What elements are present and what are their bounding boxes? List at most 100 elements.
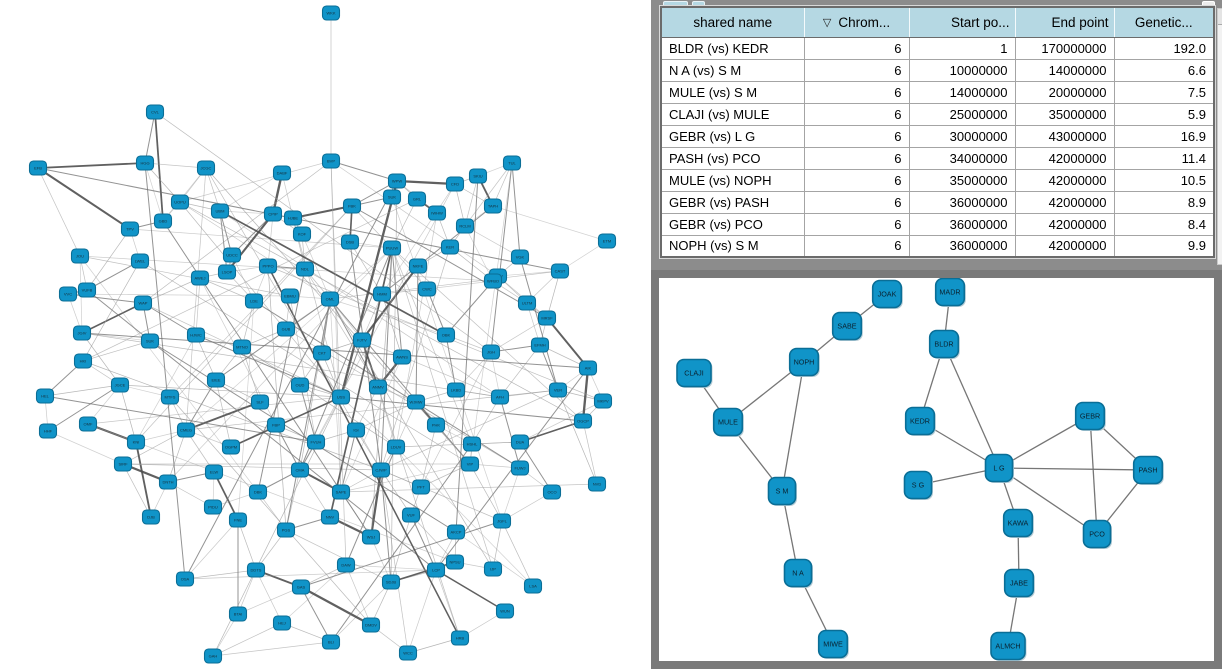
network-edge[interactable] [998, 467, 1098, 535]
network-edge[interactable] [340, 463, 471, 493]
cell-end-point[interactable]: 20000000 [1014, 80, 1115, 104]
network-edge[interactable] [185, 247, 393, 431]
network-edge[interactable] [391, 247, 473, 445]
network-node[interactable]: AWEJ [190, 270, 210, 286]
network-edge[interactable] [396, 179, 456, 186]
cell-start-position[interactable]: 36000000 [908, 234, 1016, 258]
cell-shared-name[interactable]: N A (vs) S M [660, 58, 805, 82]
network-edge[interactable] [445, 334, 457, 391]
network-edge[interactable] [420, 424, 437, 488]
cell-genetic[interactable]: 16.9 [1113, 124, 1215, 148]
network-node[interactable]: SIRF [113, 456, 133, 472]
network-edge[interactable] [81, 332, 121, 386]
network-edge[interactable] [144, 162, 207, 169]
network-node[interactable]: VUFB [77, 282, 97, 298]
network-node-bldr[interactable]: BLDR [928, 329, 960, 360]
network-edge[interactable] [37, 162, 146, 169]
cell-start-position[interactable]: 10000000 [908, 58, 1016, 82]
network-node[interactable]: GRL [407, 191, 427, 207]
network-node[interactable]: PGS [276, 522, 296, 538]
network-node[interactable]: HEL [35, 388, 55, 404]
network-node[interactable]: PHK [426, 417, 446, 433]
network-node[interactable]: BLI [321, 634, 341, 650]
network-edge[interactable] [255, 569, 283, 624]
network-node[interactable]: DUA [510, 434, 530, 450]
network-edge[interactable] [119, 384, 342, 398]
network-node[interactable]: HRB [450, 630, 470, 646]
network-edge[interactable] [380, 469, 503, 522]
network-edge[interactable] [582, 420, 598, 485]
cell-start-position[interactable]: 14000000 [908, 80, 1016, 104]
network-node[interactable]: AFH [490, 389, 510, 405]
network-node[interactable]: HJWC [186, 327, 206, 343]
network-node[interactable]: LKBD [446, 382, 466, 398]
network-edge[interactable] [241, 346, 397, 448]
network-edge[interactable] [144, 162, 186, 580]
network-edge[interactable] [169, 396, 372, 626]
network-node[interactable]: HMM [372, 286, 392, 302]
network-edge[interactable] [219, 210, 501, 398]
network-edge[interactable] [292, 204, 353, 220]
network-edge[interactable] [179, 160, 332, 203]
filtered-network-svg[interactable]: JOAK SABE NOPH CLAJI MULE S M N A MIWE MADR BLDR K… [659, 277, 1214, 661]
network-edge[interactable] [205, 167, 471, 465]
cell-shared-name[interactable]: GEBR (vs) PASH [660, 190, 805, 214]
network-edge[interactable] [455, 175, 479, 533]
network-edge[interactable] [390, 514, 412, 583]
network-node[interactable]: IGI [346, 422, 366, 438]
main-network-panel[interactable]: WKK CVL EFB HGG JCGC DABF BVP WPW CFD SKIU TUL TPV G… [0, 0, 651, 669]
network-edge[interactable] [304, 268, 379, 388]
network-edge[interactable] [340, 356, 403, 493]
network-edge[interactable] [395, 441, 521, 448]
network-node[interactable]: CFD [445, 176, 465, 192]
column-header-shared-name[interactable]: shared name [661, 7, 805, 38]
cell-genetic[interactable]: 5.9 [1113, 102, 1215, 126]
network-edge[interactable] [289, 295, 317, 443]
edge-row[interactable]: NOPH (vs) S M 6 36000000 42000000 9.9 [660, 234, 1215, 258]
network-node[interactable]: JOU [70, 248, 90, 264]
network-edge[interactable] [82, 260, 141, 362]
network-node-s-g[interactable]: S G [903, 470, 934, 501]
network-edge[interactable] [300, 586, 332, 643]
network-edge[interactable] [86, 289, 437, 571]
network-edge[interactable] [185, 167, 207, 431]
network-node[interactable]: HGG [135, 155, 155, 171]
network-node[interactable]: OGCP [573, 413, 593, 429]
network-edge[interactable] [241, 300, 255, 348]
network-node[interactable]: KNI [126, 434, 146, 450]
network-node[interactable]: RCLM [455, 218, 475, 234]
network-node[interactable]: VUF [401, 507, 421, 523]
network-edge[interactable] [139, 260, 471, 465]
network-edge[interactable] [497, 270, 561, 277]
network-edge[interactable] [300, 586, 372, 626]
network-edge[interactable] [469, 162, 513, 465]
network-edge[interactable] [86, 228, 131, 291]
network-edge[interactable] [195, 277, 201, 336]
network-node[interactable]: VGK [510, 249, 530, 265]
column-header-genetic[interactable]: Genetic... [1113, 7, 1215, 38]
network-node[interactable]: LDE [244, 293, 264, 309]
network-edge[interactable] [391, 247, 403, 358]
network-node[interactable]: ANMV [368, 379, 388, 395]
network-edge[interactable] [546, 317, 589, 369]
network-edge[interactable] [345, 564, 437, 571]
column-header-end-point[interactable]: End point [1014, 7, 1115, 38]
network-node-mule[interactable]: MULE [712, 407, 744, 438]
network-node[interactable]: HEJ [272, 615, 292, 631]
network-edge[interactable] [380, 469, 409, 654]
network-edge[interactable] [1089, 415, 1098, 535]
network-node[interactable]: PIDU [203, 499, 223, 515]
cell-start-position[interactable]: 30000000 [908, 124, 1016, 148]
network-edge[interactable] [122, 463, 152, 518]
network-edge[interactable] [395, 212, 438, 448]
network-edge[interactable] [345, 564, 372, 626]
network-node[interactable]: WPW [387, 173, 407, 189]
network-edge[interactable] [142, 277, 201, 304]
network-edge[interactable] [195, 334, 342, 398]
cell-chromosome[interactable]: 6 [803, 168, 910, 192]
cell-chromosome[interactable]: 6 [803, 212, 910, 236]
network-node[interactable]: OML [320, 291, 340, 307]
network-node[interactable]: UDCC [222, 247, 242, 263]
network-node[interactable]: HHF [38, 423, 58, 439]
network-node[interactable]: UOPU [170, 194, 190, 210]
